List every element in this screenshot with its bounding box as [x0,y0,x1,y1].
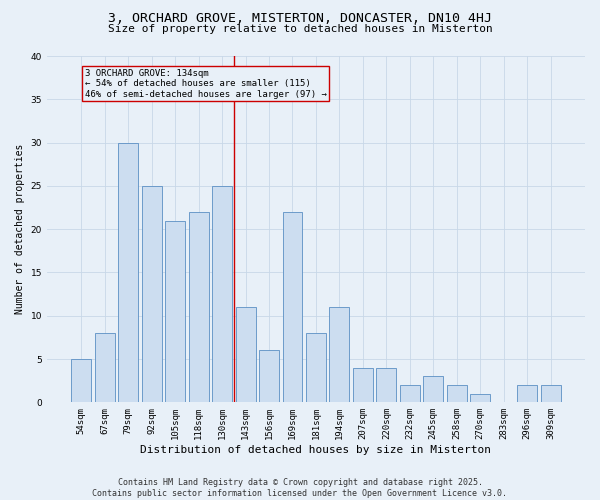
Bar [71,359,91,403]
Bar [95,333,115,402]
Bar [541,385,560,402]
Bar [212,186,232,402]
Bar [470,394,490,402]
Bar [423,376,443,402]
Bar [376,368,397,402]
Bar [118,142,138,402]
Bar [236,307,256,402]
Bar [306,333,326,402]
Bar [142,186,162,402]
Bar [283,212,302,402]
Text: Contains HM Land Registry data © Crown copyright and database right 2025.
Contai: Contains HM Land Registry data © Crown c… [92,478,508,498]
Bar [329,307,349,402]
Bar [447,385,467,402]
Bar [188,212,209,402]
Bar [259,350,279,403]
Bar [517,385,537,402]
Bar [165,220,185,402]
Bar [400,385,420,402]
X-axis label: Distribution of detached houses by size in Misterton: Distribution of detached houses by size … [140,445,491,455]
Y-axis label: Number of detached properties: Number of detached properties [15,144,25,314]
Text: 3 ORCHARD GROVE: 134sqm
← 54% of detached houses are smaller (115)
46% of semi-d: 3 ORCHARD GROVE: 134sqm ← 54% of detache… [85,69,327,99]
Text: 3, ORCHARD GROVE, MISTERTON, DONCASTER, DN10 4HJ: 3, ORCHARD GROVE, MISTERTON, DONCASTER, … [108,12,492,26]
Bar [353,368,373,402]
Text: Size of property relative to detached houses in Misterton: Size of property relative to detached ho… [107,24,493,34]
